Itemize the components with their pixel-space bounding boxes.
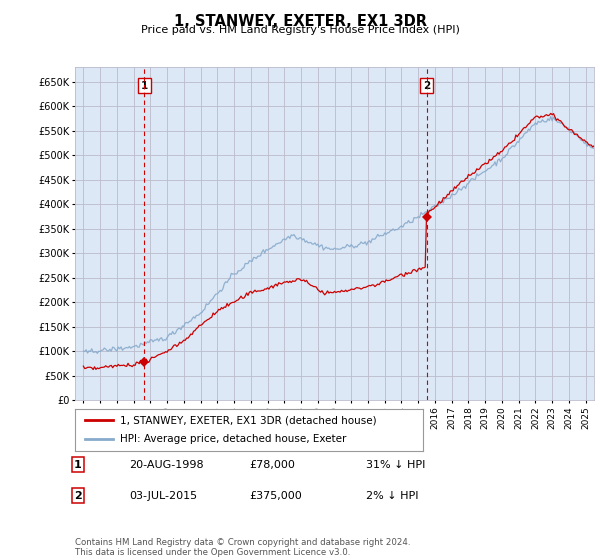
Text: 1: 1 (74, 460, 82, 470)
Text: 31% ↓ HPI: 31% ↓ HPI (366, 460, 425, 470)
Text: 1, STANWEY, EXETER, EX1 3DR: 1, STANWEY, EXETER, EX1 3DR (173, 14, 427, 29)
Text: Contains HM Land Registry data © Crown copyright and database right 2024.
This d: Contains HM Land Registry data © Crown c… (75, 538, 410, 557)
Text: Price paid vs. HM Land Registry's House Price Index (HPI): Price paid vs. HM Land Registry's House … (140, 25, 460, 35)
Text: 03-JUL-2015: 03-JUL-2015 (129, 491, 197, 501)
Text: 2: 2 (423, 81, 430, 91)
Text: 1, STANWEY, EXETER, EX1 3DR (detached house): 1, STANWEY, EXETER, EX1 3DR (detached ho… (120, 415, 377, 425)
Text: 1: 1 (140, 81, 148, 91)
Text: £78,000: £78,000 (249, 460, 295, 470)
Text: £375,000: £375,000 (249, 491, 302, 501)
Text: 2% ↓ HPI: 2% ↓ HPI (366, 491, 419, 501)
Text: 20-AUG-1998: 20-AUG-1998 (129, 460, 203, 470)
Text: 2: 2 (74, 491, 82, 501)
Text: HPI: Average price, detached house, Exeter: HPI: Average price, detached house, Exet… (120, 434, 347, 444)
